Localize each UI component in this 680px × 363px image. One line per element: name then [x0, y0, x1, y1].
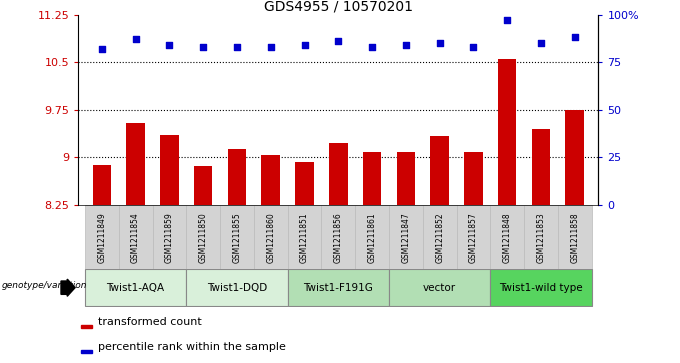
Bar [92, 165, 111, 205]
Text: genotype/variation: genotype/variation [1, 281, 87, 290]
Bar [228, 148, 246, 205]
Text: GSM1211861: GSM1211861 [368, 213, 377, 263]
Text: GSM1211858: GSM1211858 [571, 213, 579, 263]
Text: GSM1211849: GSM1211849 [97, 213, 106, 264]
Bar [82, 350, 92, 353]
Text: GSM1211847: GSM1211847 [401, 213, 410, 264]
Bar [82, 325, 92, 328]
Bar [558, 205, 592, 269]
Bar [423, 205, 456, 269]
Bar [396, 152, 415, 205]
Text: GSM1211853: GSM1211853 [537, 213, 545, 264]
FancyArrow shape [61, 279, 75, 296]
Text: GSM1211851: GSM1211851 [300, 213, 309, 263]
Bar [288, 269, 389, 306]
Point [536, 40, 547, 46]
Bar [220, 205, 254, 269]
Text: GSM1211848: GSM1211848 [503, 213, 511, 263]
Bar [532, 129, 550, 205]
Point [299, 42, 310, 48]
Point [367, 44, 377, 50]
Text: Twist1-wild type: Twist1-wild type [499, 283, 583, 293]
Point [97, 46, 107, 52]
Bar [490, 205, 524, 269]
Point [265, 44, 276, 50]
Bar [464, 152, 483, 205]
Bar [490, 269, 592, 306]
Bar [186, 269, 288, 306]
Bar [119, 205, 152, 269]
Point [502, 17, 513, 23]
Bar [295, 162, 313, 205]
Bar [152, 205, 186, 269]
Title: GDS4955 / 10570201: GDS4955 / 10570201 [264, 0, 413, 13]
Bar [430, 136, 449, 205]
Bar [186, 205, 220, 269]
Text: GSM1211856: GSM1211856 [334, 213, 343, 264]
Bar [160, 135, 179, 205]
Bar [524, 205, 558, 269]
Bar [194, 166, 212, 205]
Point [231, 44, 242, 50]
Text: GSM1211854: GSM1211854 [131, 213, 140, 264]
Point [130, 36, 141, 42]
Point [468, 44, 479, 50]
Bar [85, 205, 119, 269]
Point [435, 40, 445, 46]
Text: GSM1211859: GSM1211859 [165, 213, 174, 264]
Text: Twist1-F191G: Twist1-F191G [303, 283, 373, 293]
Bar [389, 205, 423, 269]
Text: GSM1211855: GSM1211855 [233, 213, 241, 264]
Point [569, 34, 580, 40]
Bar [498, 59, 517, 205]
Point [198, 44, 209, 50]
Text: GSM1211850: GSM1211850 [199, 213, 207, 264]
Point [333, 38, 343, 44]
Bar [363, 152, 381, 205]
Text: vector: vector [423, 283, 456, 293]
Point [164, 42, 175, 48]
Bar [329, 143, 347, 205]
Text: percentile rank within the sample: percentile rank within the sample [99, 342, 286, 352]
Point [401, 42, 411, 48]
Bar [322, 205, 355, 269]
Bar [456, 205, 490, 269]
Bar [389, 269, 490, 306]
Text: Twist1-DQD: Twist1-DQD [207, 283, 267, 293]
Text: Twist1-AQA: Twist1-AQA [107, 283, 165, 293]
Text: GSM1211852: GSM1211852 [435, 213, 444, 263]
Bar [355, 205, 389, 269]
Bar [261, 155, 280, 205]
Bar [126, 122, 145, 205]
Text: GSM1211860: GSM1211860 [267, 213, 275, 264]
Bar [254, 205, 288, 269]
Bar [288, 205, 322, 269]
Bar [85, 269, 186, 306]
Text: transformed count: transformed count [99, 318, 202, 327]
Text: GSM1211857: GSM1211857 [469, 213, 478, 264]
Bar [566, 110, 584, 205]
